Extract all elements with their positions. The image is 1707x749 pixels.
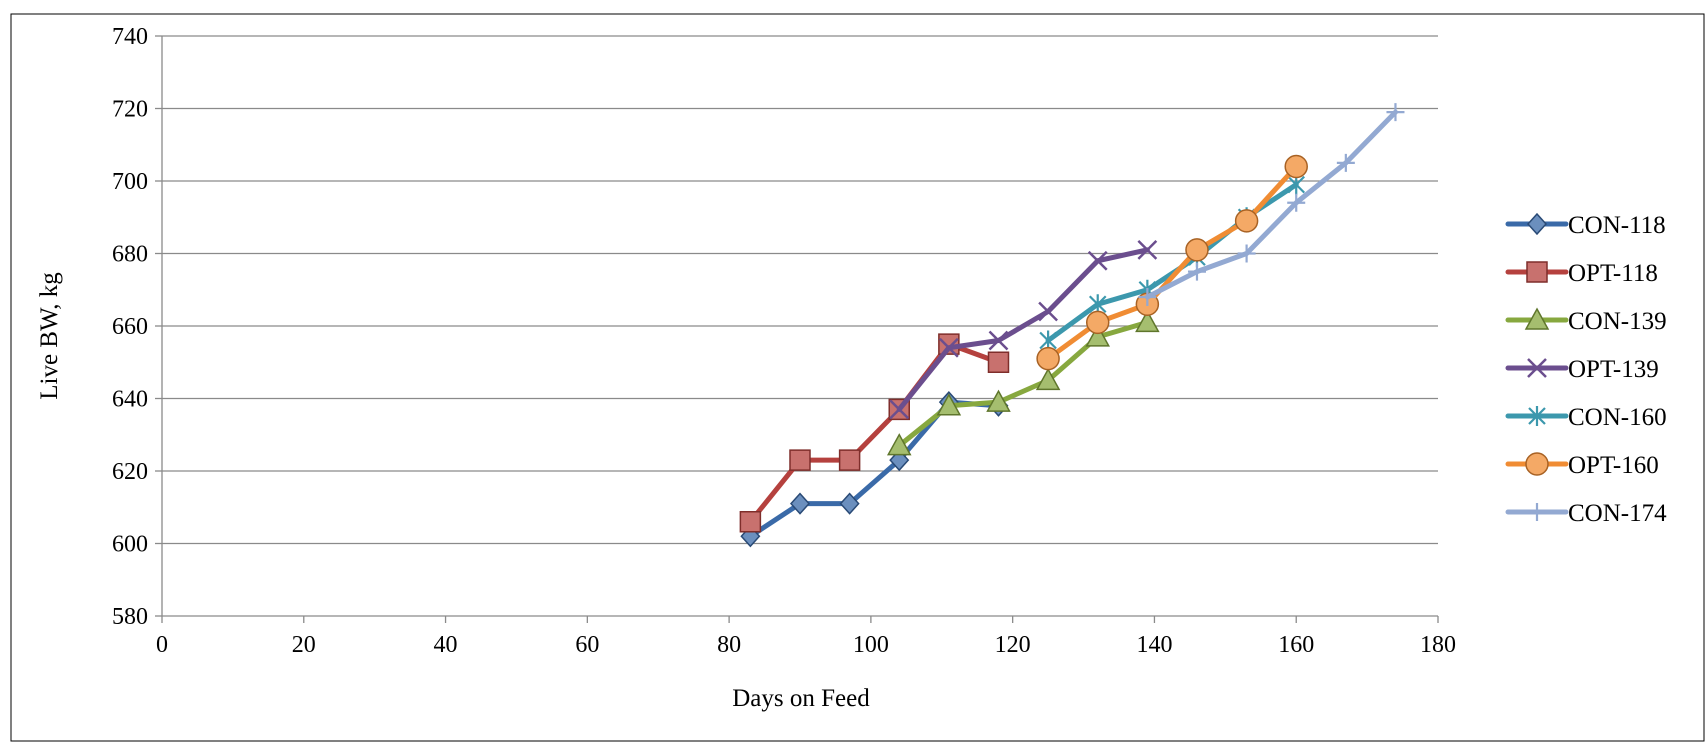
y-tick-label: 680 bbox=[112, 242, 148, 268]
series-con-139 bbox=[886, 309, 1160, 456]
legend-marker bbox=[1528, 406, 1546, 426]
legend-marker bbox=[1526, 261, 1548, 283]
x-tick-label: 160 bbox=[1278, 632, 1314, 658]
series-line bbox=[1144, 109, 1398, 300]
axes: 580 600 620 640 660 680 700 720 740 0 20 40 60 80 100 1… bbox=[112, 24, 1456, 658]
legend-label: CON-160 bbox=[1568, 404, 1667, 431]
data-point bbox=[1035, 367, 1061, 391]
y-tick-label: 640 bbox=[112, 387, 148, 413]
data-point bbox=[1185, 238, 1209, 262]
x-tick-label: 40 bbox=[434, 632, 458, 658]
data-point bbox=[1336, 153, 1355, 172]
data-point bbox=[1137, 239, 1158, 260]
data-point bbox=[1284, 154, 1308, 179]
legend-item: CON-139 bbox=[1505, 307, 1667, 335]
legend-marker bbox=[1525, 452, 1549, 476]
data-point bbox=[1085, 310, 1110, 335]
series-opt-139 bbox=[889, 239, 1158, 420]
data-point bbox=[886, 433, 912, 456]
data-point bbox=[987, 351, 1010, 373]
x-axis-title: Days on Feed bbox=[732, 685, 870, 712]
y-tick-label: 720 bbox=[112, 97, 148, 123]
legend-marker bbox=[1524, 307, 1550, 330]
data-point bbox=[838, 449, 861, 471]
x-tick-label: 60 bbox=[575, 632, 599, 658]
x-tick-label: 80 bbox=[717, 632, 741, 658]
y-axis-title: Live BW, kg bbox=[36, 272, 63, 400]
legend: CON-118 OPT-118 CON-139 OPT-139 CON-160 OPT-1… bbox=[1505, 212, 1667, 527]
data-point bbox=[889, 399, 910, 420]
data-point bbox=[1036, 346, 1060, 371]
data-point bbox=[986, 389, 1011, 412]
y-tick-label: 700 bbox=[112, 169, 148, 195]
legend-item: CON-160 bbox=[1505, 404, 1667, 431]
legend-item: OPT-118 bbox=[1505, 260, 1658, 287]
data-point bbox=[1038, 301, 1058, 322]
legend-item: CON-118 bbox=[1505, 212, 1666, 239]
x-tick-label: 180 bbox=[1420, 632, 1456, 658]
legend-marker bbox=[1528, 503, 1546, 521]
data-point bbox=[1187, 262, 1206, 281]
legend-item: CON-174 bbox=[1505, 500, 1667, 527]
data-point bbox=[1237, 244, 1256, 263]
data-point bbox=[1234, 209, 1259, 233]
legend-marker bbox=[1526, 212, 1548, 236]
data-point bbox=[789, 449, 811, 471]
x-tick-label: 100 bbox=[853, 632, 889, 658]
series-line bbox=[896, 247, 1150, 412]
y-tick-label: 600 bbox=[112, 532, 148, 558]
data-point bbox=[988, 330, 1009, 351]
chart-frame bbox=[10, 13, 1705, 742]
data-point bbox=[1138, 288, 1157, 306]
data-point bbox=[739, 511, 762, 533]
y-tick-label: 740 bbox=[112, 24, 148, 50]
data-point bbox=[936, 393, 962, 416]
legend-label: OPT-139 bbox=[1568, 356, 1659, 383]
y-tick-label: 660 bbox=[112, 314, 148, 340]
legend-marker bbox=[1527, 358, 1547, 378]
data-point bbox=[1135, 309, 1160, 333]
legend-label: CON-174 bbox=[1568, 500, 1667, 527]
x-tick-label: 0 bbox=[156, 632, 168, 658]
x-tick-label: 20 bbox=[292, 632, 316, 658]
data-point bbox=[938, 337, 959, 358]
data-point bbox=[789, 492, 811, 515]
series-opt-160 bbox=[1036, 154, 1308, 371]
data-point bbox=[1087, 250, 1108, 271]
y-tick-label: 620 bbox=[112, 459, 148, 485]
legend-label: CON-118 bbox=[1568, 212, 1666, 239]
grid-lines bbox=[162, 35, 1438, 545]
y-tick-label: 580 bbox=[112, 604, 148, 630]
legend-item: OPT-139 bbox=[1505, 356, 1659, 383]
x-tick-label: 140 bbox=[1136, 632, 1172, 658]
data-point bbox=[1287, 193, 1306, 212]
legend-label: CON-139 bbox=[1568, 308, 1667, 335]
data-series bbox=[739, 103, 1405, 548]
legend-label: OPT-118 bbox=[1568, 260, 1658, 287]
data-point bbox=[1085, 324, 1111, 347]
legend-item: OPT-160 bbox=[1505, 452, 1659, 479]
series-con-174 bbox=[1138, 103, 1405, 306]
x-tick-label: 120 bbox=[995, 632, 1031, 658]
legend-label: OPT-160 bbox=[1568, 452, 1659, 479]
data-point bbox=[1386, 103, 1405, 122]
data-point bbox=[839, 492, 860, 515]
